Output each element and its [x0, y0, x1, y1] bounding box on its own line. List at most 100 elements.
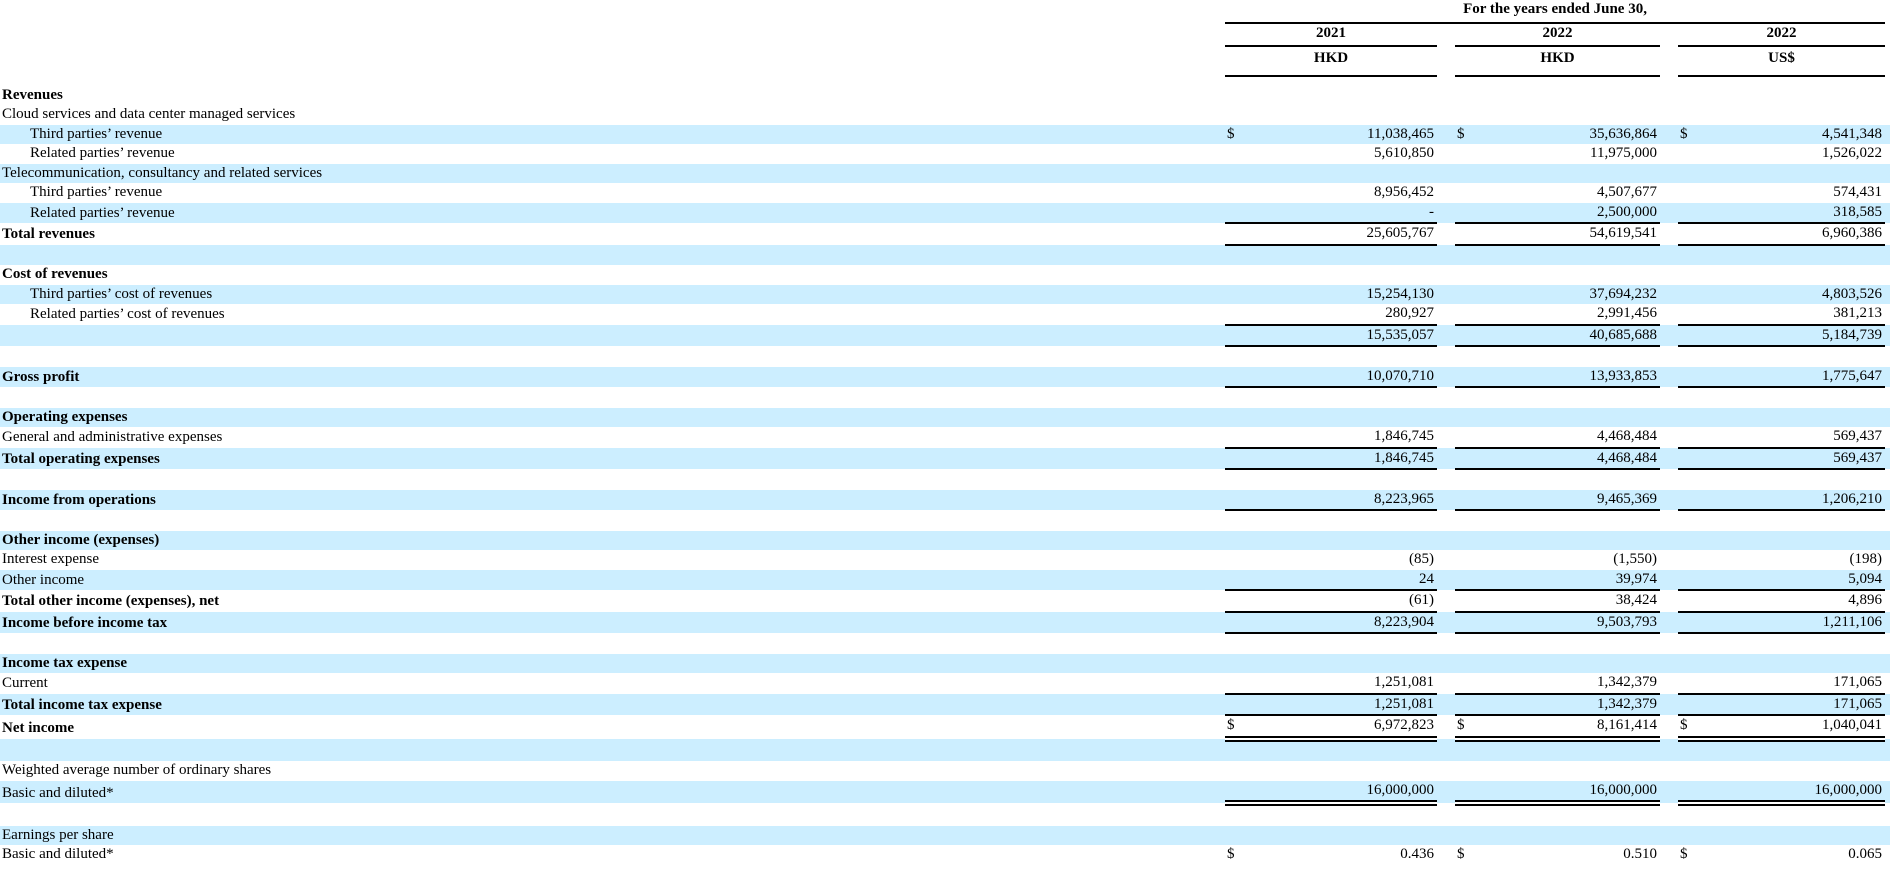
value-cell: 171,065 [1708, 673, 1886, 695]
currency-symbol-cell [1678, 202, 1708, 224]
value-cell [1708, 408, 1885, 428]
value-cell: (61) [1255, 590, 1437, 613]
value-cell [1255, 408, 1437, 428]
table-row: Basic and diluted* 16,000,000 16,000,000 16… [0, 780, 1890, 806]
right-pad [1885, 694, 1890, 716]
value-cell [1708, 510, 1885, 531]
currency-symbol-cell [1455, 693, 1485, 716]
value-cell [1255, 245, 1437, 266]
value-cell: 25,605,767 [1255, 223, 1437, 246]
column-gap [1437, 803, 1455, 826]
value-cell [1485, 510, 1660, 531]
table-header: For the years ended June 30, 2021 2022 2… [0, 0, 1890, 86]
table-row: Total revenues 25,605,767 54,619,541 6,960,… [0, 223, 1890, 246]
right-pad [1885, 223, 1890, 245]
column-gap [1660, 715, 1678, 739]
value-cell [1485, 86, 1660, 106]
column-gap [1437, 845, 1455, 865]
column-gap [1660, 826, 1678, 846]
column-gap [1437, 46, 1455, 76]
value-cell: 1,342,379 [1485, 693, 1660, 716]
row-label [0, 245, 1225, 266]
value-cell [1485, 346, 1660, 367]
currency-symbol-cell [1678, 285, 1708, 305]
column-gap [1437, 164, 1455, 184]
value-cell [1255, 387, 1437, 408]
value-cell [1255, 265, 1437, 285]
value-cell: 4,468,484 [1485, 427, 1660, 449]
table-row: Other income 24 39,974 5,094 [0, 569, 1890, 591]
value-cell: 38,424 [1485, 590, 1660, 613]
currency-symbol-cell [1678, 739, 1708, 762]
value-cell [1708, 469, 1885, 490]
currency-symbol-cell: $ [1680, 846, 1688, 862]
currency-symbol-cell [1225, 550, 1255, 570]
value-cell [1255, 826, 1437, 846]
value-cell [1255, 531, 1437, 551]
value-cell [1708, 346, 1885, 367]
value-cell [1485, 633, 1660, 654]
currency-symbol-cell [1455, 245, 1485, 266]
column-gap [1660, 803, 1678, 826]
currency-symbol-cell [1455, 346, 1485, 367]
currency-symbol-cell [1225, 611, 1255, 634]
column-gap [1660, 654, 1678, 674]
table-row: Total income tax expense 1,251,081 1,342,3… [0, 693, 1890, 716]
column-gap [1660, 183, 1678, 203]
right-pad [1885, 612, 1890, 634]
header-bottom-spacer [0, 76, 1890, 86]
spacer-row [0, 346, 1890, 367]
currency-symbol-cell [1225, 803, 1255, 826]
value-cell [1485, 164, 1660, 184]
currency-symbol-cell: $ [1225, 715, 1255, 742]
value-cell: 54,619,541 [1485, 223, 1660, 246]
currency-symbol-cell [1225, 86, 1255, 106]
column-gap [1660, 673, 1678, 694]
table-row: Related parties’ cost of revenues 280,927… [0, 304, 1890, 326]
value-cell: 1,342,379 [1485, 673, 1660, 695]
currency-symbol-cell [1678, 569, 1708, 591]
currency-symbol-cell [1225, 673, 1255, 695]
table-row: Revenues [0, 86, 1890, 106]
currency-symbol-cell [1455, 590, 1485, 613]
column-gap [1437, 654, 1455, 674]
row-label: Cloud services and data center managed s… [2, 106, 296, 122]
currency-symbol-cell [1678, 654, 1708, 674]
currency-symbol-cell [1225, 633, 1255, 654]
currency-symbol-cell [1225, 427, 1255, 449]
column-gap [1437, 781, 1455, 804]
row-label: Current [2, 675, 48, 691]
spacer-cell [0, 76, 1890, 86]
currency-symbol-cell [1678, 510, 1708, 531]
currency-symbol-cell [1678, 633, 1708, 654]
value-cell: 8,161,414 [1485, 715, 1660, 742]
table-row: Total other income (expenses), net (61) 38… [0, 590, 1890, 613]
column-gap [1437, 739, 1455, 762]
value-cell [1485, 803, 1660, 826]
row-label [0, 803, 1225, 826]
value-cell: 35,636,864 [1589, 125, 1658, 142]
currency-symbol-cell [1678, 265, 1708, 285]
value-cell: 37,694,232 [1589, 285, 1658, 302]
currency-symbol-cell [1455, 826, 1485, 846]
currency-symbol-cell [1225, 164, 1255, 184]
currency-symbol-cell [1455, 550, 1485, 570]
value-cell [1708, 86, 1885, 106]
right-pad [1885, 408, 1890, 428]
currency-symbol-cell [1225, 183, 1255, 203]
value-cell [1255, 105, 1437, 125]
column-gap [1660, 570, 1678, 591]
value-cell [1255, 803, 1437, 826]
table-row: Cost of revenues [0, 265, 1890, 285]
row-label: Total operating expenses [2, 450, 160, 467]
right-pad [1885, 105, 1890, 125]
value-cell: 1,211,106 [1708, 611, 1886, 634]
currency-symbol-cell [1678, 324, 1708, 347]
column-gap [1660, 325, 1678, 347]
column-gap [1660, 531, 1678, 551]
row-label: Basic and diluted* [2, 784, 114, 801]
currency-symbol-cell [1455, 569, 1485, 591]
value-cell: 4,896 [1708, 590, 1886, 613]
column-gap [1437, 23, 1455, 47]
currency-symbol-cell [1455, 408, 1485, 428]
